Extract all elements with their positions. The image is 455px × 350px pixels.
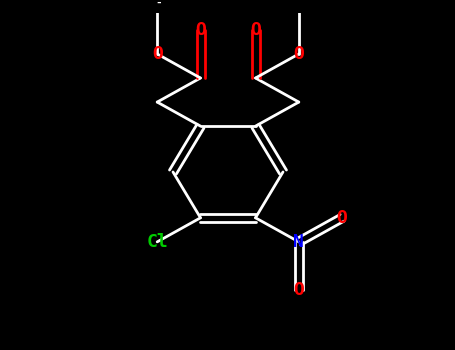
Text: O: O [195,21,206,39]
Text: -: - [156,0,162,8]
Text: O: O [293,281,304,299]
Text: O: O [250,21,261,39]
Text: O: O [293,45,304,63]
Text: Cl: Cl [147,233,168,251]
Text: O: O [152,45,162,63]
Text: O: O [337,209,348,227]
Text: N: N [293,233,304,251]
